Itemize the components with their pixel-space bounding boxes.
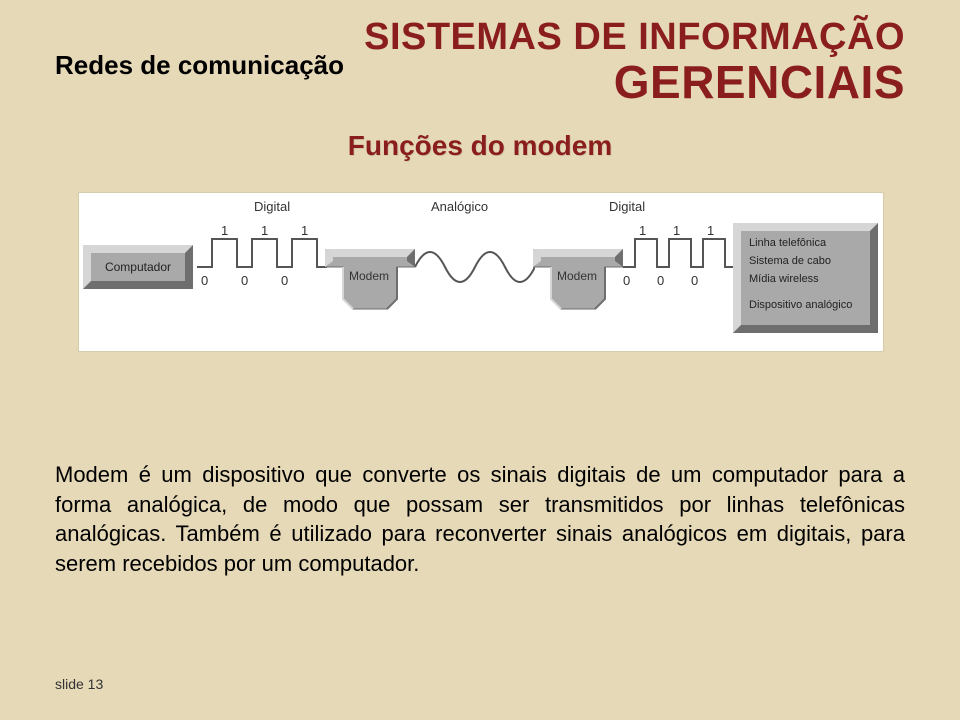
slide: Redes de comunicação SISTEMAS DE INFORMA…: [0, 0, 960, 720]
course-title-line1: SISTEMAS DE INFORMAÇÃO: [364, 18, 905, 58]
page-topic: Redes de comunicação: [55, 50, 344, 81]
bit: 0: [657, 273, 664, 288]
course-title: SISTEMAS DE INFORMAÇÃO GERENCIAIS: [364, 18, 905, 106]
bit: 1: [221, 223, 228, 238]
computer-box: Computador: [83, 245, 193, 289]
bit: 1: [301, 223, 308, 238]
bit: 1: [639, 223, 646, 238]
bit: 1: [261, 223, 268, 238]
course-title-line2: GERENCIAIS: [364, 58, 905, 106]
analog-wave: [415, 237, 535, 297]
body-paragraph: Modem é um dispositivo que converte os s…: [55, 460, 905, 579]
bit: 0: [241, 273, 248, 288]
slide-subtitle: Funções do modem: [0, 130, 960, 162]
bit: 1: [707, 223, 714, 238]
label-analog: Analógico: [431, 199, 488, 214]
modem-diagram: Digital Analógico Digital Computador 1 1…: [78, 192, 884, 352]
endbox-line4: Dispositivo analógico: [749, 299, 852, 311]
modem-box-2: [533, 249, 623, 319]
bit: 0: [281, 273, 288, 288]
endbox-line2: Sistema de cabo: [749, 255, 831, 267]
computer-label: Computador: [105, 260, 171, 274]
end-device-box: Linha telefônica Sistema de cabo Mídia w…: [733, 223, 878, 333]
endbox-line3: Mídia wireless: [749, 273, 819, 285]
bit: 0: [201, 273, 208, 288]
modem-box-1: [325, 249, 415, 319]
slide-number: slide 13: [55, 676, 103, 692]
bit: 1: [673, 223, 680, 238]
bit: 0: [691, 273, 698, 288]
endbox-line1: Linha telefônica: [749, 237, 826, 249]
bit: 0: [623, 273, 630, 288]
modem-label-2: Modem: [557, 269, 597, 283]
label-digital-2: Digital: [609, 199, 645, 214]
label-digital-1: Digital: [254, 199, 290, 214]
modem-label-1: Modem: [349, 269, 389, 283]
